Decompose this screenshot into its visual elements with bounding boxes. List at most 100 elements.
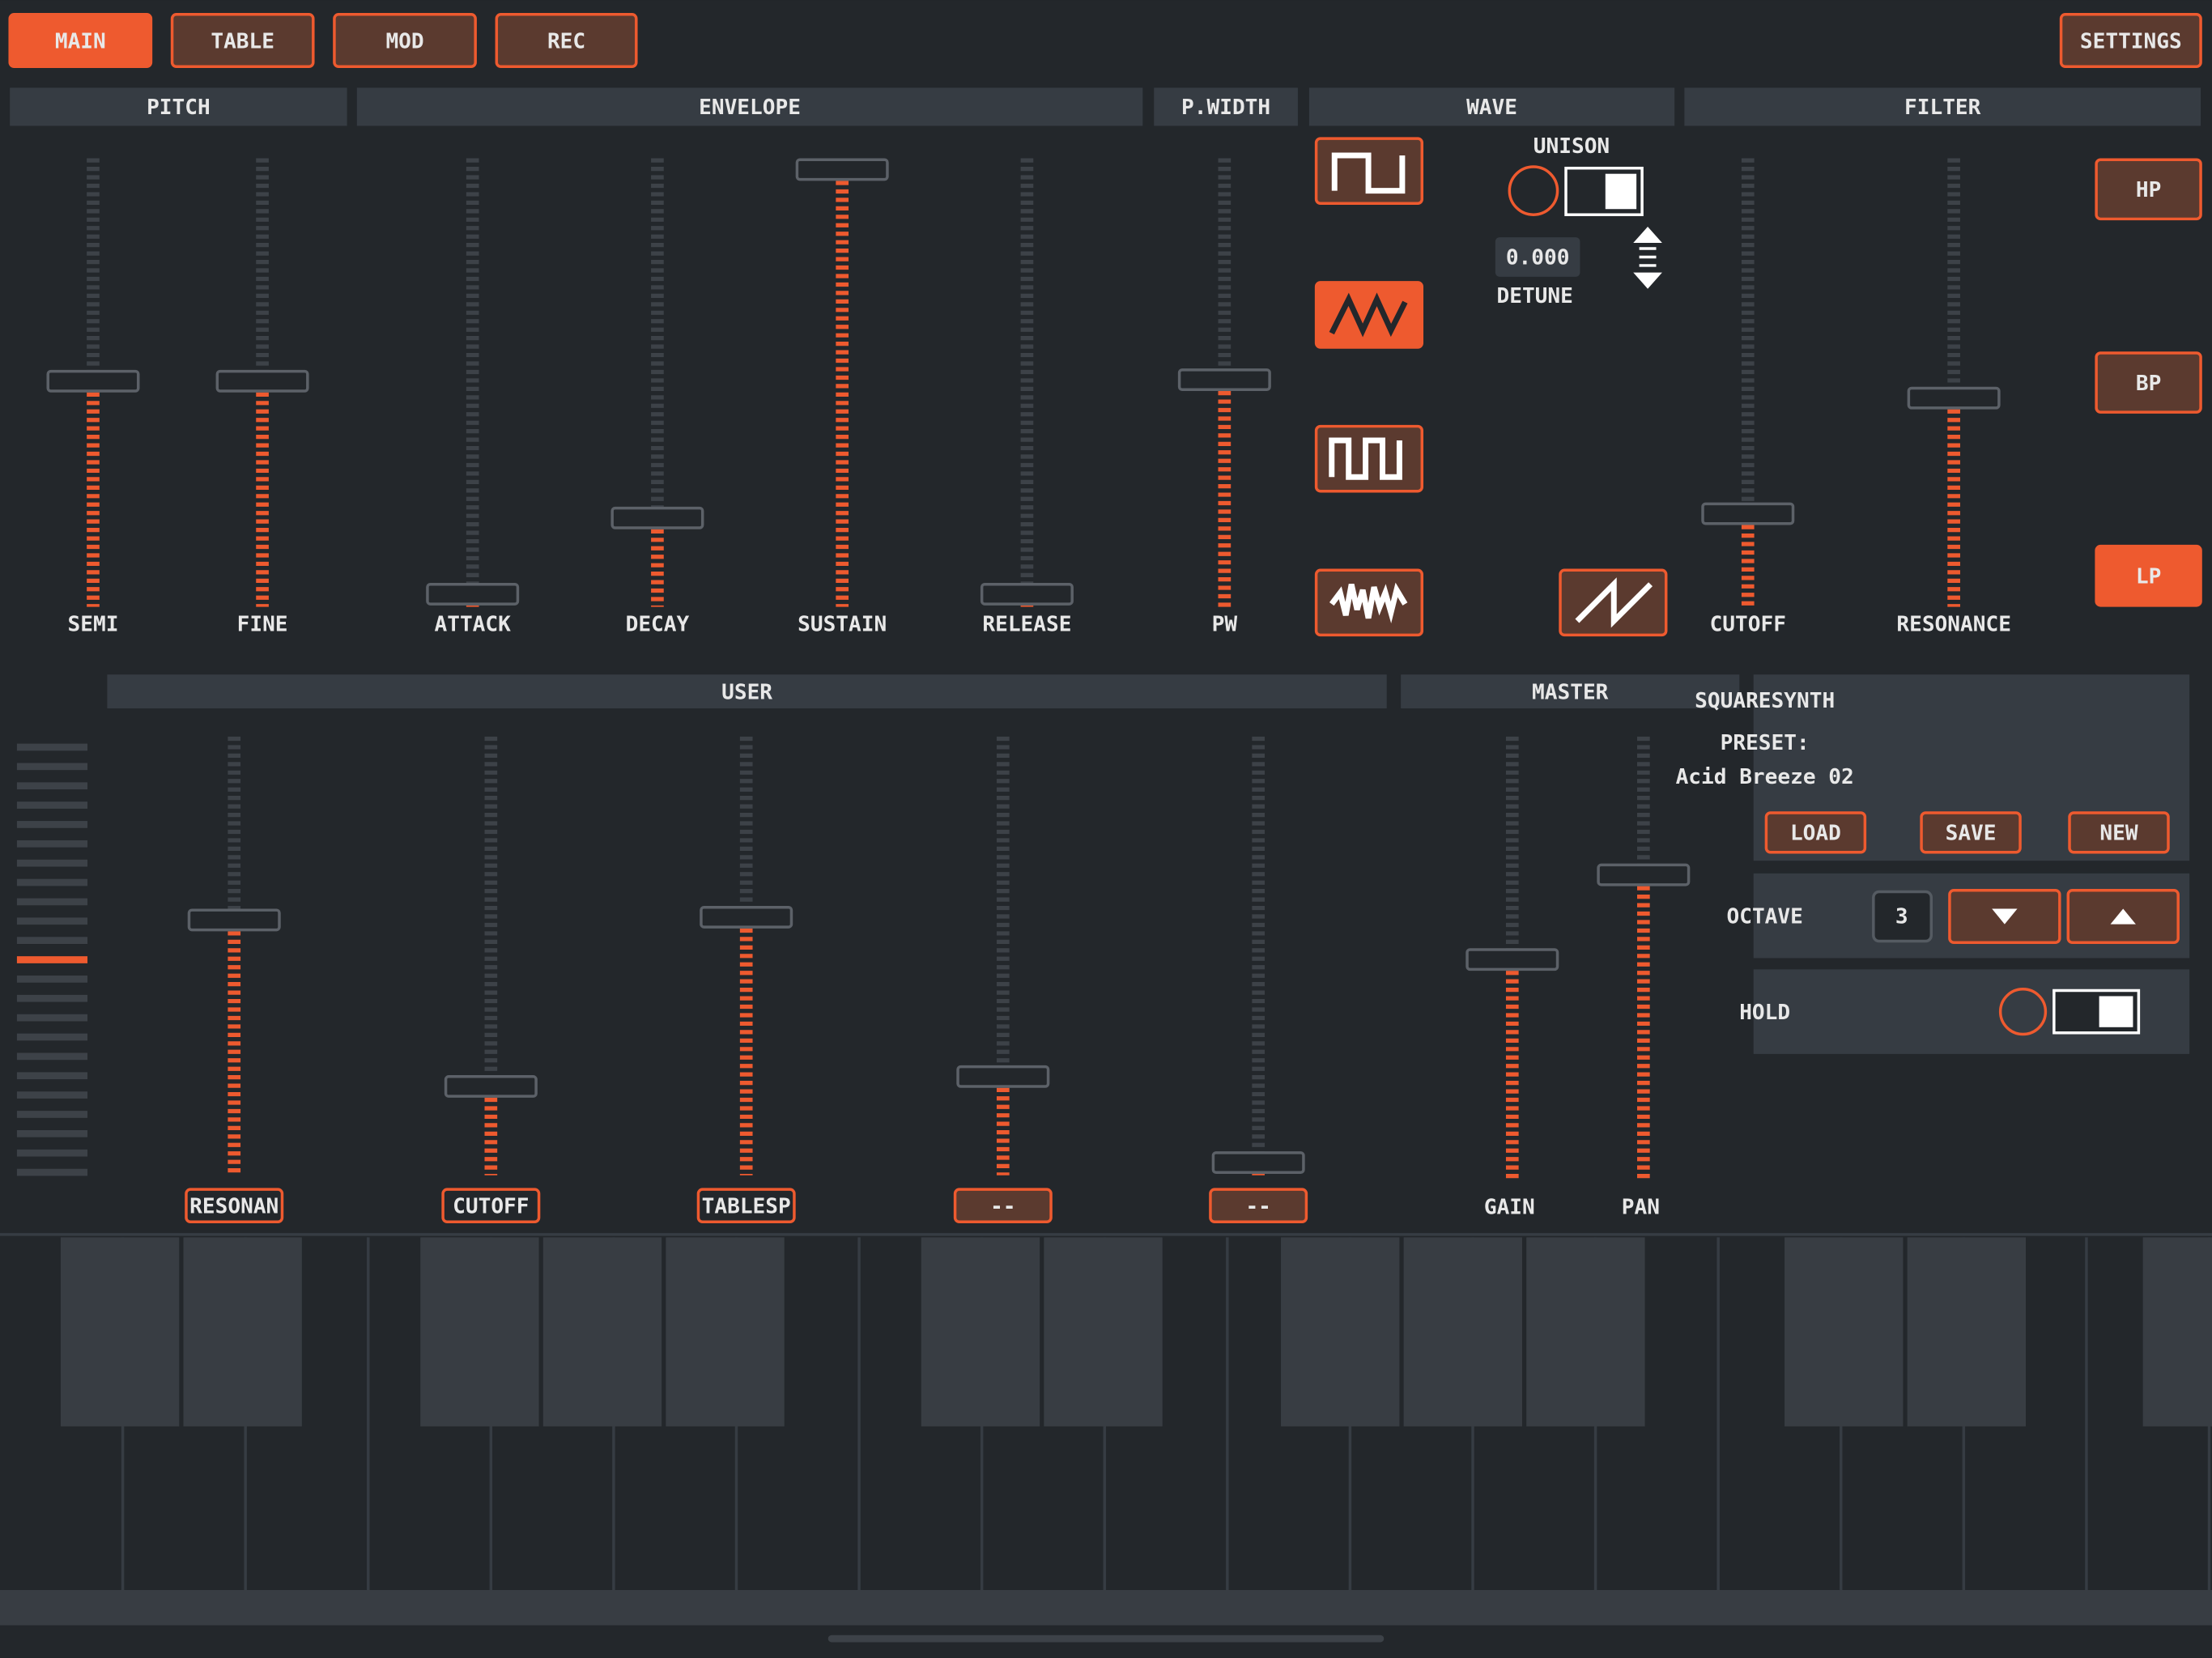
preset-button-label: NEW xyxy=(2099,822,2138,846)
preset-label: PRESET: xyxy=(1721,731,1810,755)
preset-button[interactable] xyxy=(1920,811,2022,854)
black-key[interactable] xyxy=(1403,1237,1522,1426)
slider-handle[interactable] xyxy=(1177,368,1271,392)
section-header xyxy=(356,87,1143,126)
user-slot[interactable] xyxy=(1209,1188,1308,1223)
level-bar xyxy=(16,878,88,886)
level-bar xyxy=(16,743,88,751)
filter-mode-label: BP xyxy=(2136,372,2161,396)
level-bar xyxy=(16,1033,88,1041)
settings-button-label: SETTINGS xyxy=(2080,29,2182,53)
black-key[interactable] xyxy=(2142,1237,2212,1426)
section-title: PITCH xyxy=(147,96,211,120)
detune-value: 0.000 xyxy=(1506,246,1570,270)
slider-handle[interactable] xyxy=(426,582,520,606)
preset-button-label: SAVE xyxy=(1946,822,1997,846)
hold-indicator xyxy=(1998,988,2048,1036)
black-key[interactable] xyxy=(1907,1237,2027,1426)
user-slot-label: CUTOFF xyxy=(453,1194,529,1218)
slider-label: CUTOFF xyxy=(1710,613,1786,637)
black-key[interactable] xyxy=(921,1237,1040,1426)
level-bar xyxy=(16,994,88,1002)
toggle-knob xyxy=(1605,173,1637,210)
black-key[interactable] xyxy=(1526,1237,1645,1426)
slider-handle[interactable] xyxy=(700,905,793,929)
slider-label: ATTACK xyxy=(434,613,511,637)
filter-mode[interactable] xyxy=(2095,351,2202,414)
level-bar xyxy=(16,782,88,790)
detune-box xyxy=(1495,237,1580,277)
slider-handle[interactable] xyxy=(1465,948,1559,971)
tab[interactable] xyxy=(495,13,638,69)
slider-label: PW xyxy=(1212,613,1238,637)
wave-icon xyxy=(1331,152,1406,194)
slider-handle[interactable] xyxy=(795,158,889,181)
slider-handle[interactable] xyxy=(1597,863,1691,886)
tab[interactable] xyxy=(333,13,477,69)
level-bar xyxy=(16,1091,88,1099)
black-key[interactable] xyxy=(666,1237,785,1426)
level-bar xyxy=(16,937,88,945)
black-key[interactable] xyxy=(1044,1237,1163,1426)
settings-button[interactable] xyxy=(2059,13,2202,69)
slider-label: RESONANCE xyxy=(1896,613,2011,637)
black-key[interactable] xyxy=(1281,1237,1400,1426)
level-bar xyxy=(16,1052,88,1061)
stepper-icon[interactable] xyxy=(1633,227,1662,289)
level-bar xyxy=(16,1014,88,1022)
section-title: USER xyxy=(721,680,772,704)
level-bar xyxy=(16,917,88,925)
slider-handle[interactable] xyxy=(610,506,704,529)
slider-handle[interactable] xyxy=(46,369,140,393)
user-slot-label: TABLESP xyxy=(702,1194,791,1218)
app-name: SQUARESYNTH xyxy=(1695,689,1835,713)
detune-label: DETUNE xyxy=(1496,284,1572,308)
tab[interactable] xyxy=(170,13,315,69)
filter-mode[interactable] xyxy=(2095,158,2202,221)
slider-handle[interactable] xyxy=(980,582,1074,606)
hold-label: HOLD xyxy=(1739,1001,1790,1025)
black-key[interactable] xyxy=(1784,1237,1904,1426)
slider-label: SEMI xyxy=(68,613,119,637)
level-bar xyxy=(16,1149,88,1157)
filter-mode-label: LP xyxy=(2136,564,2161,589)
wave-icon xyxy=(1329,582,1408,624)
section-title: ENVELOPE xyxy=(699,96,801,120)
toggle-knob xyxy=(2099,996,2133,1027)
preset-button-label: LOAD xyxy=(1790,822,1841,846)
user-slot[interactable] xyxy=(185,1188,284,1223)
user-slot-label: RESONAN xyxy=(189,1194,279,1218)
user-slot[interactable] xyxy=(696,1188,796,1223)
user-slot[interactable] xyxy=(953,1188,1053,1223)
level-bar xyxy=(16,1072,88,1080)
black-key[interactable] xyxy=(60,1237,180,1426)
tab[interactable] xyxy=(8,13,153,69)
slider-handle[interactable] xyxy=(444,1075,538,1098)
filter-mode[interactable] xyxy=(2095,544,2202,607)
slider-handle[interactable] xyxy=(1701,502,1795,525)
slider-handle[interactable] xyxy=(215,369,309,393)
section-title: MASTER xyxy=(1532,680,1609,704)
slider-handle[interactable] xyxy=(1907,386,2001,410)
filter-mode-label: HP xyxy=(2136,178,2161,202)
black-key[interactable] xyxy=(420,1237,539,1426)
black-key[interactable] xyxy=(183,1237,302,1426)
section-header xyxy=(1401,674,1740,709)
octave-value: 3 xyxy=(1895,904,1908,929)
preset-button[interactable] xyxy=(2068,811,2170,854)
octave-label: OCTAVE xyxy=(1726,904,1802,929)
down-arrow xyxy=(1992,908,2018,925)
wave-icon xyxy=(1329,292,1408,338)
slider-handle[interactable] xyxy=(956,1065,1050,1088)
slider-label: GAIN xyxy=(1484,1195,1535,1219)
slider-handle[interactable] xyxy=(187,908,281,932)
bottom-bar xyxy=(0,1589,2212,1626)
section-header xyxy=(107,674,1387,709)
user-slot[interactable] xyxy=(441,1188,541,1223)
level-bar xyxy=(16,840,88,848)
slider-handle[interactable] xyxy=(1211,1151,1305,1175)
black-key[interactable] xyxy=(542,1237,662,1426)
section-title: WAVE xyxy=(1466,96,1517,120)
preset-button[interactable] xyxy=(1764,811,1867,854)
